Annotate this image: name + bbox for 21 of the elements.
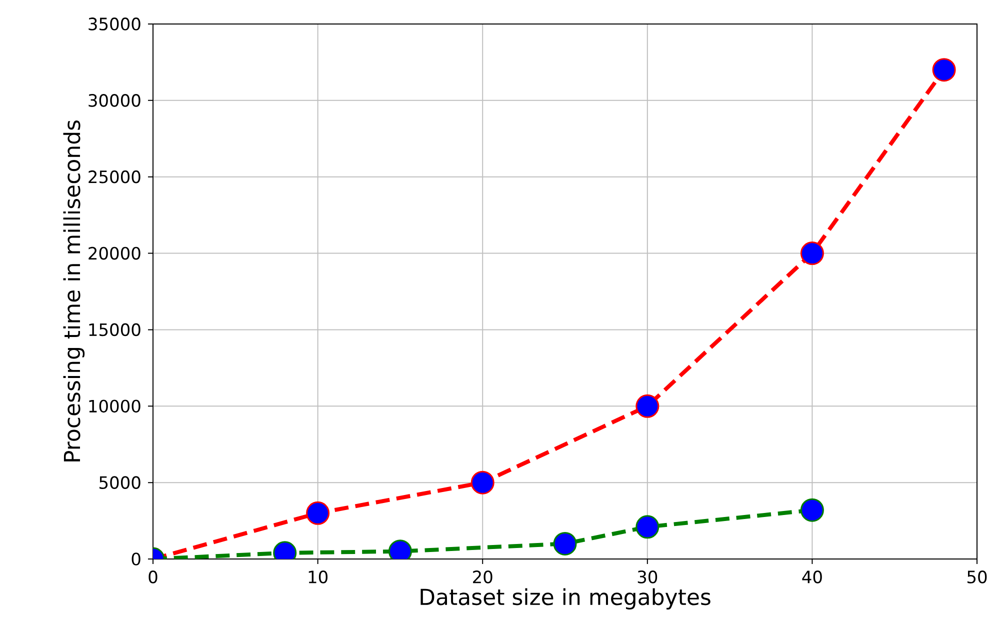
point — [932, 58, 956, 82]
x-tick-label: 40 — [802, 570, 822, 584]
point — [800, 242, 824, 266]
point — [306, 501, 330, 525]
y-tick-label: 5000 — [100, 476, 140, 489]
x-tick-label: 30 — [638, 570, 658, 584]
y-tick-label: 10000 — [89, 400, 140, 413]
y-tick-label: 0 — [132, 552, 140, 566]
y-tick-label: 25000 — [88, 170, 140, 184]
y-axis-title: Processing time in milliseconds — [63, 120, 85, 462]
y-tick-label: 35000 — [88, 18, 140, 30]
point — [636, 394, 660, 418]
x-tick-label: 0 — [148, 570, 158, 584]
x-axis-title: Dataset size in megabytes — [420, 588, 710, 610]
y-tick-label: 20000 — [88, 246, 140, 260]
x-tick-label: 50 — [968, 570, 987, 584]
y-tick-label: 30000 — [88, 94, 140, 107]
point — [470, 470, 494, 494]
x-tick-label: 20 — [473, 570, 492, 584]
y-tick-label: 15000 — [89, 323, 140, 336]
x-tick-label: 10 — [308, 570, 328, 584]
